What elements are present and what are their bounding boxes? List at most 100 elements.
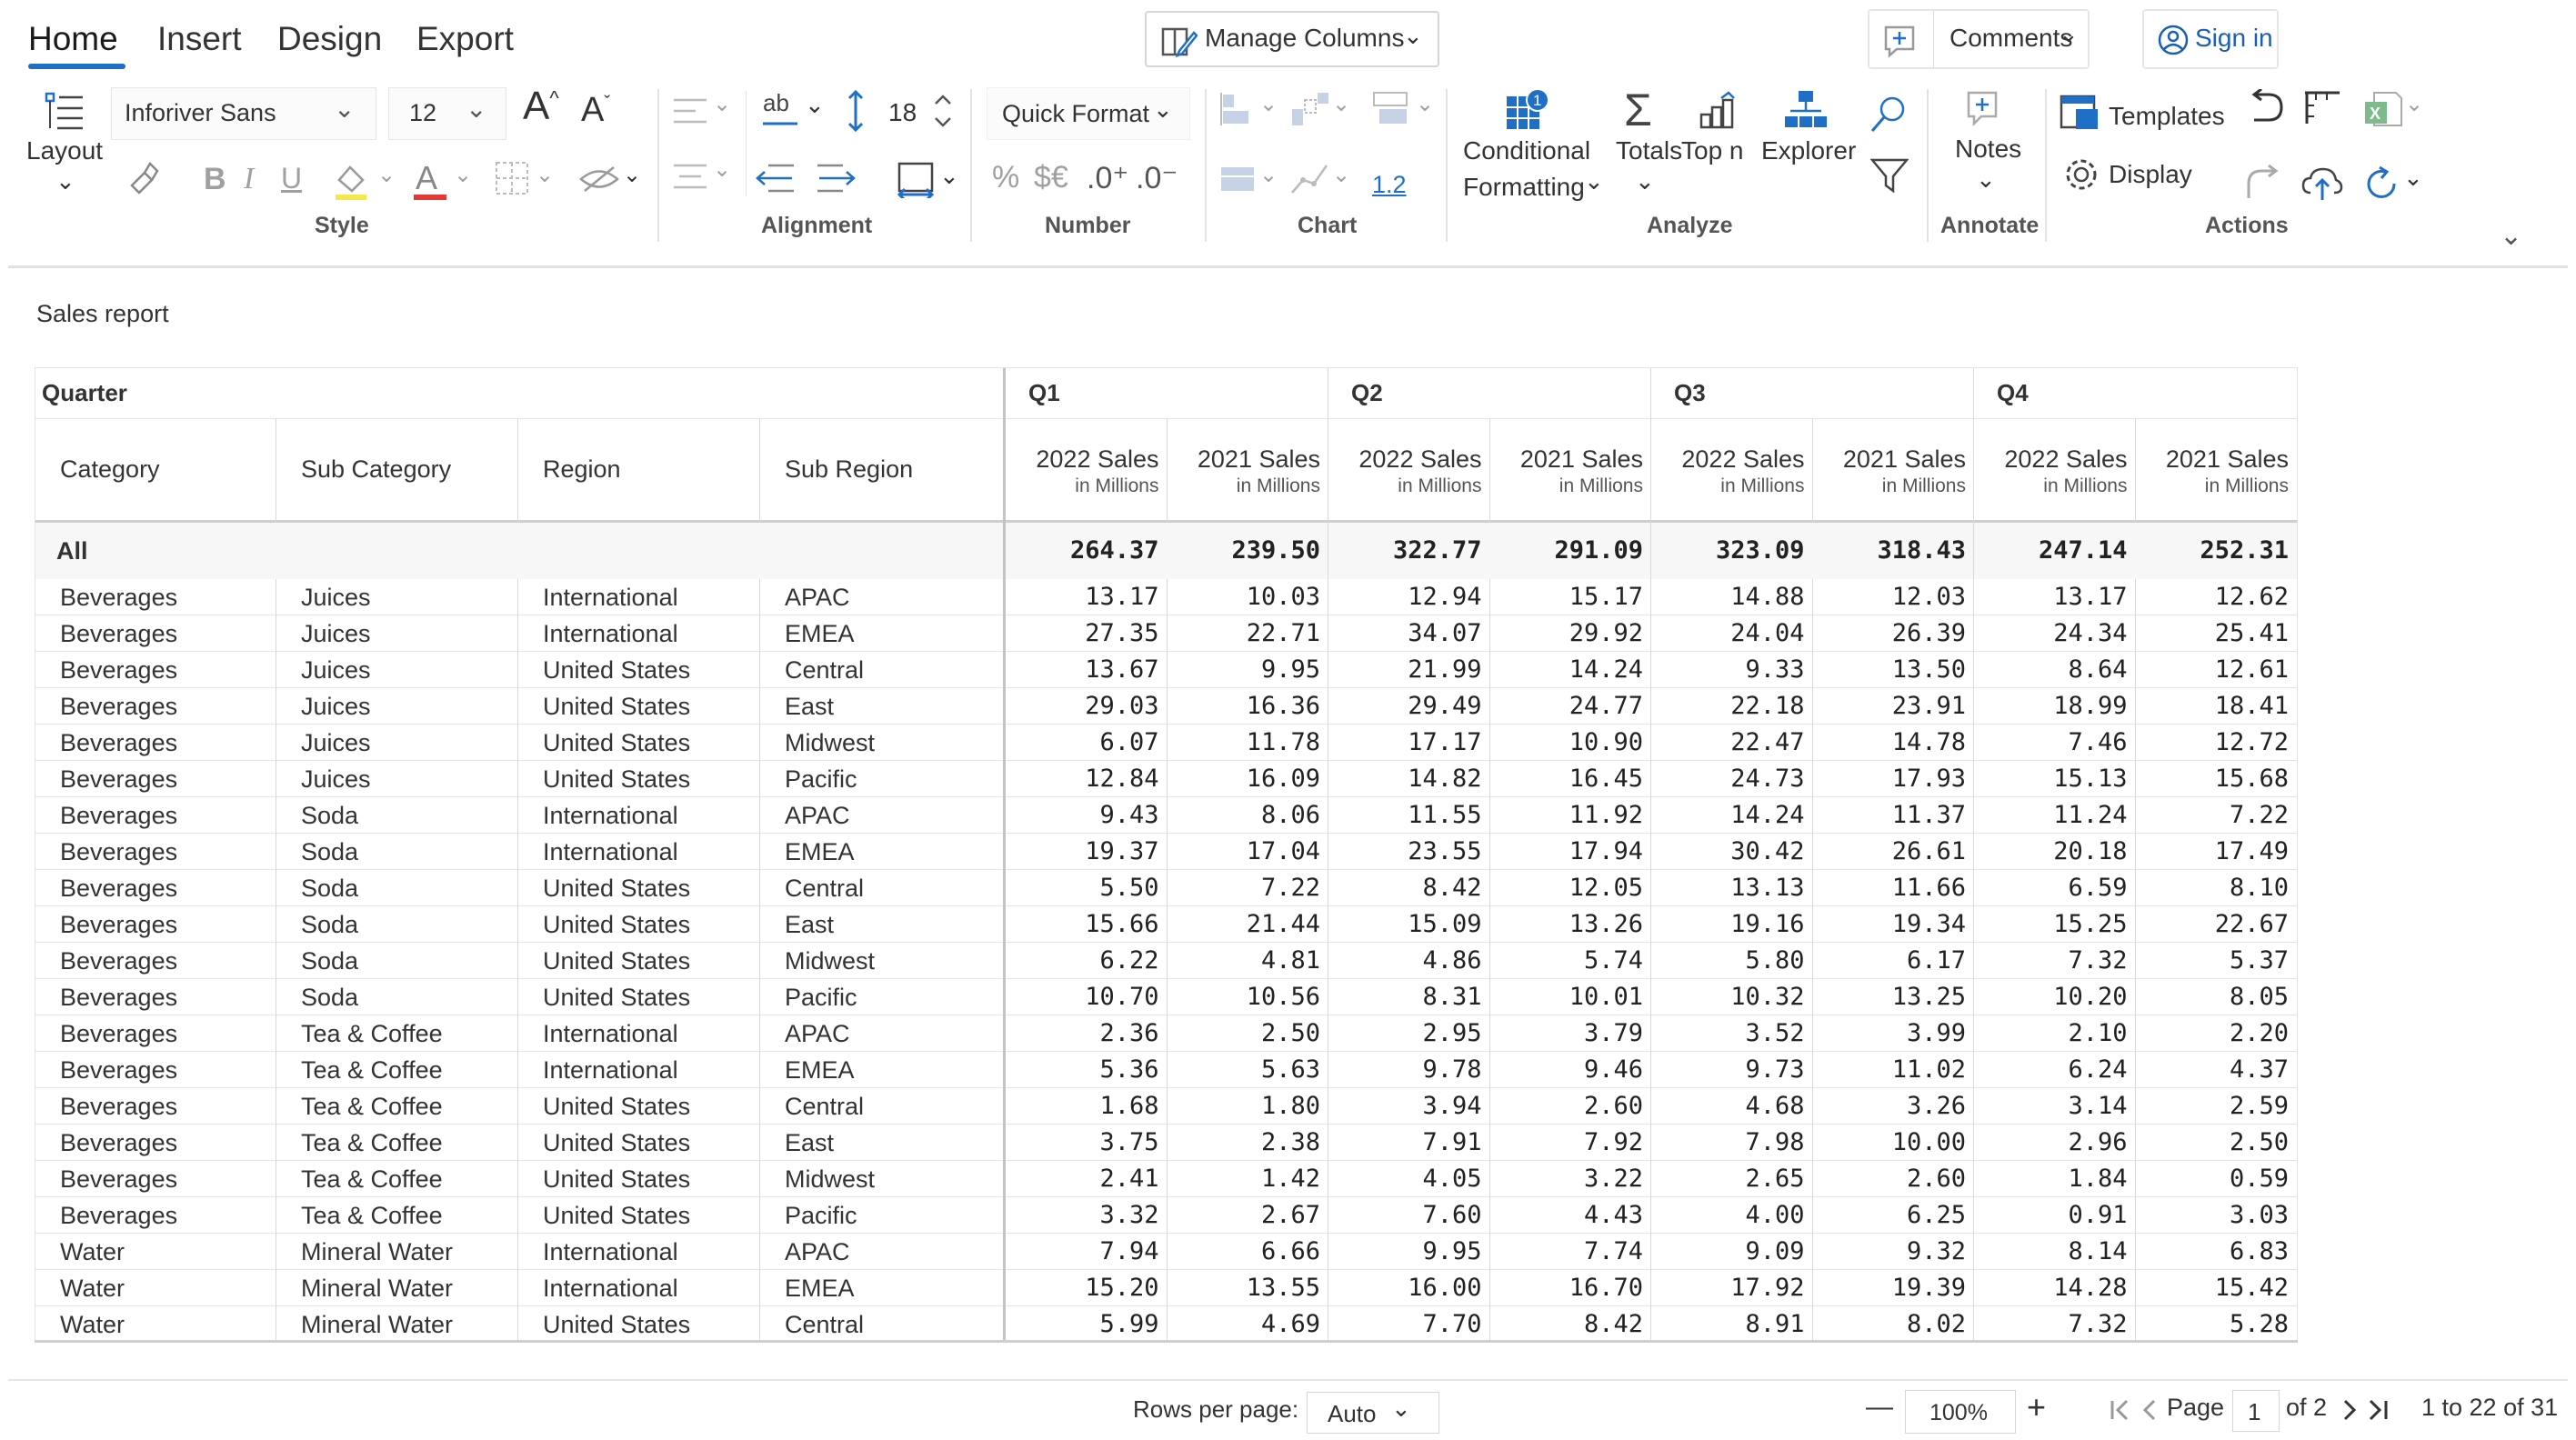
sparkline-icon[interactable] — [1290, 160, 1330, 196]
table-row[interactable]: Water Mineral Water United States Central 5.… — [35, 1306, 2298, 1343]
table-cell-value[interactable]: 18.41 — [2214, 692, 2289, 720]
column-header-dim[interactable]: Sub Category — [301, 455, 452, 483]
sign-in-button[interactable]: Sign in — [2142, 9, 2279, 69]
column-header-measure[interactable]: 2022 Sales in Millions — [1973, 418, 2135, 520]
zoom-in-button[interactable]: + — [2027, 1388, 2047, 1425]
table-cell-dim[interactable]: United States — [543, 1129, 691, 1156]
table-cell-value[interactable]: 6.83 — [2229, 1237, 2289, 1265]
table-cell-dim[interactable]: Mineral Water — [301, 1311, 454, 1338]
table-cell-value[interactable]: 2.67 — [1260, 1201, 1320, 1229]
table-cell-dim[interactable]: Midwest — [785, 1165, 876, 1193]
table-cell-value[interactable]: 3.94 — [1422, 1092, 1482, 1120]
table-cell-value[interactable]: 2.10 — [2068, 1019, 2128, 1047]
table-cell-value[interactable]: 5.36 — [1099, 1055, 1159, 1084]
previous-page-icon[interactable] — [2141, 1397, 2160, 1423]
table-cell-value[interactable]: 6.24 — [2068, 1055, 2128, 1084]
table-cell-dim[interactable]: Soda — [301, 875, 359, 902]
table-cell-dim[interactable]: Juices — [301, 693, 371, 720]
table-cell-value[interactable]: 4.69 — [1260, 1310, 1320, 1338]
column-width-icon[interactable] — [896, 158, 936, 198]
table-row[interactable]: Beverages Juices United States Central 13.67… — [35, 652, 2298, 688]
table-cell-dim[interactable]: United States — [543, 911, 691, 938]
table-row[interactable]: Beverages Juices United States Pacific 12.84… — [35, 761, 2298, 797]
table-cell-value[interactable]: 3.75 — [1099, 1128, 1159, 1156]
table-cell-value[interactable]: 13.13 — [1730, 874, 1805, 902]
table-cell-value[interactable]: 10.20 — [2053, 983, 2128, 1011]
top-n-icon[interactable] — [1698, 91, 1738, 131]
table-cell-value[interactable]: 11.66 — [1891, 874, 1966, 902]
font-family-select[interactable]: Inforiver Sans ⌄ — [111, 87, 376, 140]
table-cell-dim[interactable]: United States — [543, 1165, 691, 1193]
table-cell-value[interactable]: 19.16 — [1730, 910, 1805, 938]
table-cell-value[interactable]: 2.38 — [1260, 1128, 1320, 1156]
table-cell-value[interactable]: 8.14 — [2068, 1237, 2128, 1265]
conditional-formatting-icon[interactable]: 1 — [1503, 87, 1549, 133]
table-cell-value[interactable]: 16.36 — [1246, 692, 1320, 720]
table-cell-value[interactable]: 2.65 — [1745, 1165, 1805, 1193]
table-cell-dim[interactable]: APAC — [785, 584, 850, 611]
table-cell-dim[interactable]: Central — [785, 656, 865, 684]
table-cell-value[interactable]: 7.94 — [1099, 1237, 1159, 1265]
decimal-places-button[interactable]: 1.2 — [1372, 171, 1407, 198]
table-cell-dim[interactable]: Juices — [301, 584, 371, 611]
table-cell-value[interactable]: 15.66 — [1085, 910, 1159, 938]
table-cell-value[interactable]: 13.67 — [1085, 655, 1159, 684]
bar-chart-icon[interactable] — [1219, 91, 1256, 127]
table-cell-value[interactable]: 13.25 — [1891, 983, 1966, 1011]
table-cell-value[interactable]: 34.07 — [1408, 619, 1482, 647]
column-header-dim[interactable]: Category — [60, 455, 160, 483]
table-cell-dim[interactable]: Soda — [301, 838, 359, 865]
format-painter-icon[interactable] — [125, 160, 161, 196]
table-cell-value[interactable]: 14.78 — [1891, 728, 1966, 756]
column-header-measure[interactable]: 2022 Sales in Millions — [1650, 418, 1812, 520]
chevron-down-icon[interactable]: ⌄ — [805, 91, 825, 118]
table-cell-dim[interactable]: Pacific — [785, 765, 857, 793]
formatting-label[interactable]: Formatting — [1463, 173, 1585, 201]
notes-icon[interactable] — [1965, 89, 2005, 129]
table-cell-value[interactable]: 3.32 — [1099, 1201, 1159, 1229]
table-cell-dim[interactable]: Soda — [301, 947, 359, 975]
table-cell-value[interactable]: 4.86 — [1422, 946, 1482, 975]
table-cell-value[interactable]: 11.78 — [1246, 728, 1320, 756]
table-cell-value[interactable]: 12.84 — [1085, 765, 1159, 793]
table-cell-value[interactable]: 7.92 — [1583, 1128, 1643, 1156]
wrap-text-icon[interactable]: ab — [761, 91, 801, 131]
table-cell-dim[interactable]: EMEA — [785, 838, 855, 865]
table-cell-dim[interactable]: APAC — [785, 1020, 850, 1047]
table-cell-value[interactable]: 2.50 — [1260, 1019, 1320, 1047]
table-cell-value[interactable]: 24.04 — [1730, 619, 1805, 647]
table-cell-value[interactable]: 1.42 — [1260, 1165, 1320, 1193]
table-cell-dim[interactable]: Beverages — [60, 1093, 178, 1120]
table-cell-value[interactable]: 12.61 — [2214, 655, 2289, 684]
table-cell-value[interactable]: 9.32 — [1906, 1237, 1966, 1265]
page-number-input[interactable]: 1 — [2232, 1390, 2280, 1432]
italic-icon[interactable]: I — [244, 162, 255, 195]
table-cell-dim[interactable]: EMEA — [785, 1275, 855, 1302]
table-cell-value[interactable]: 29.03 — [1085, 692, 1159, 720]
table-cell-dim[interactable]: Soda — [301, 802, 359, 829]
table-cell-dim[interactable]: Beverages — [60, 838, 178, 865]
table-cell-value[interactable]: 10.32 — [1730, 983, 1805, 1011]
table-cell-dim[interactable]: United States — [543, 984, 691, 1011]
table-cell-dim[interactable]: Beverages — [60, 802, 178, 829]
table-cell-value[interactable]: 8.91 — [1745, 1310, 1805, 1338]
table-cell-value[interactable]: 4.68 — [1745, 1092, 1805, 1120]
table-row[interactable]: Beverages Juices United States Midwest 6.07 1… — [35, 725, 2298, 761]
excel-export-icon[interactable]: X — [2363, 89, 2405, 131]
table-cell-value[interactable]: 13.55 — [1246, 1274, 1320, 1302]
font-color-icon[interactable]: A — [410, 158, 450, 202]
table-cell-dim[interactable]: Beverages — [60, 1202, 178, 1229]
table-cell-value[interactable]: 12.05 — [1569, 874, 1643, 902]
table-cell-value[interactable]: 8.05 — [2229, 983, 2289, 1011]
table-cell-dim[interactable]: Beverages — [60, 584, 178, 611]
table-cell-dim[interactable]: APAC — [785, 1238, 850, 1265]
table-cell-value[interactable]: 11.37 — [1891, 801, 1966, 829]
table-cell-value[interactable]: 20.18 — [2053, 837, 2128, 865]
table-cell-dim[interactable]: East — [785, 911, 835, 938]
explorer-label[interactable]: Explorer — [1761, 136, 1857, 165]
column-header-measure[interactable]: 2022 Sales in Millions — [1005, 418, 1167, 520]
table-cell-value[interactable]: 10.01 — [1569, 983, 1643, 1011]
table-cell-value[interactable]: 12.72 — [2214, 728, 2289, 756]
table-cell-value[interactable]: 2.41 — [1099, 1165, 1159, 1193]
table-cell-value[interactable]: 3.99 — [1906, 1019, 1966, 1047]
